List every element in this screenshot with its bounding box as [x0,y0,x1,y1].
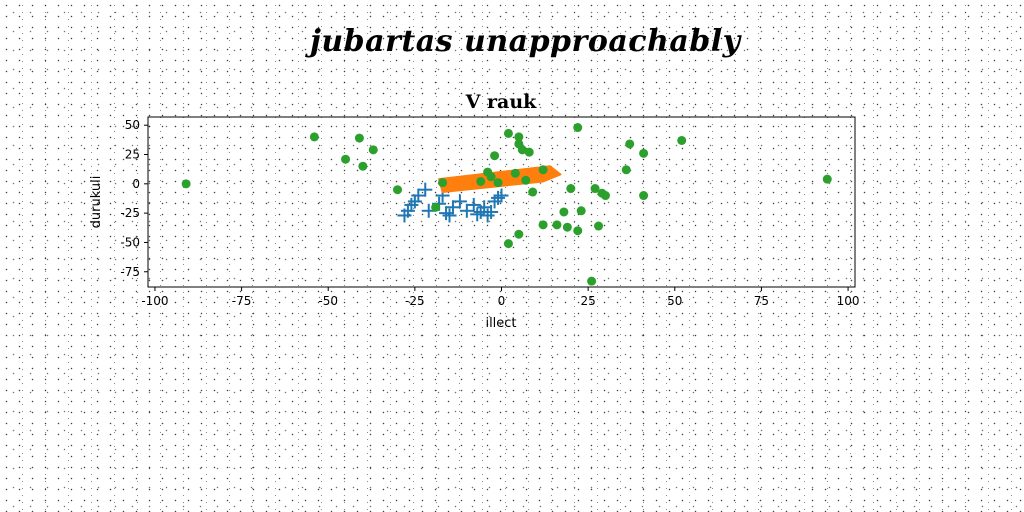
plus-point [400,203,415,218]
x-tick-label: -100 [141,294,168,308]
green-dot-point [503,239,513,249]
green-dot-point [573,123,583,133]
x-tick-label: 0 [498,294,506,308]
y-tick-label: -75 [120,265,140,279]
x-tick-label: 25 [581,294,596,308]
x-tick-label: 50 [667,294,682,308]
green-dot-point [493,178,503,188]
y-tick-label: 25 [125,148,140,162]
chart-title: V rauk [465,91,537,113]
green-dot-point [431,202,441,212]
green-dot-point [514,229,524,239]
plus-point [407,194,422,209]
green-dot-point [476,176,486,186]
green-dot-point [621,165,631,175]
green-dot-point [309,132,319,142]
plus-point [418,182,433,197]
green-dot-point [566,184,576,194]
plus-point [404,197,419,212]
x-tick-label: -75 [232,294,252,308]
plus-point [494,188,509,203]
green-dot-point [639,148,649,158]
plus-point [484,204,499,219]
x-axis-label: illect [485,316,516,331]
green-dot-point [600,191,610,201]
green-dot-point [510,168,520,178]
x-axis: -100 -75 -50 -25 0 25 50 75 100 [141,287,860,308]
plus-point [445,200,460,215]
green-dot-point [517,145,527,155]
plus-point [480,208,495,223]
green-dot-point [368,145,378,155]
green-dot-point [358,161,368,171]
green-dot-point [576,206,586,216]
y-axis: 50 25 0 -25 -50 -75 [120,118,148,279]
green-dot-point [625,139,635,149]
x-tick-label: -50 [318,294,338,308]
green-dot-point [528,187,538,197]
green-dot-point [438,178,448,188]
x-tick-label: 100 [837,294,860,308]
x-tick-label: -25 [405,294,425,308]
plus-point [459,203,474,218]
plus-point [442,208,457,223]
green-dot-point [552,220,562,230]
y-tick-label: 50 [125,118,140,132]
green-dot-point [677,135,687,145]
green-dot-point [514,132,524,142]
green-dot-point [538,165,548,175]
green-dot-point [573,226,583,236]
y-tick-label: 0 [132,177,140,191]
plus-point [452,194,467,209]
green-dot-point [562,222,572,232]
green-dot-point [341,154,351,164]
green-dot-point [490,151,500,161]
y-axis-label: durukuli [89,176,104,229]
green-dot-point [590,184,600,194]
green-dot-point [181,179,191,189]
green-dot-point [639,191,649,201]
plus-point [411,188,426,203]
green-dot-point [354,133,364,143]
plus-point [466,197,481,212]
green-dot-point [521,175,531,185]
green-dot-point [538,220,548,230]
green-dot-point [524,147,534,157]
plot-area [181,123,832,286]
green-dot-point [822,174,832,184]
x-tick-label: 75 [754,294,769,308]
plus-point [470,207,485,222]
plus-point [491,190,506,205]
green-dot-point [594,221,604,231]
green-dot-point [486,172,496,182]
plus-point [439,206,454,221]
green-dot-point [587,276,597,286]
y-tick-label: -25 [120,206,140,220]
green-dot-point [393,185,403,195]
y-tick-label: -50 [120,235,140,249]
green-dot-point [503,128,513,138]
green-dot-point [559,207,569,217]
plus-point [487,194,502,209]
